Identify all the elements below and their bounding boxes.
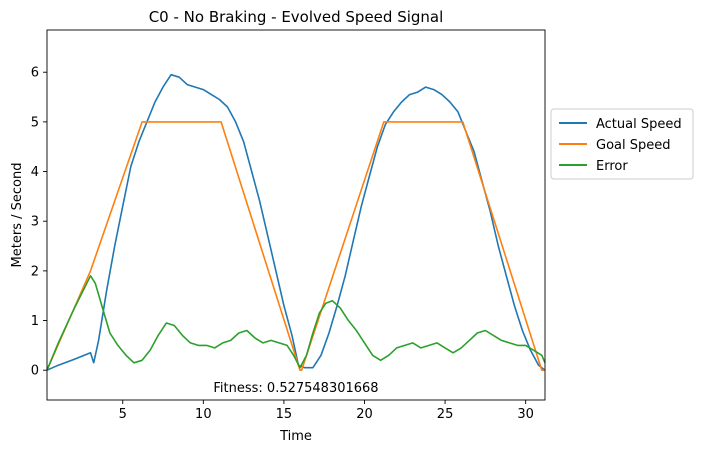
x-tick-label: 5 [119,407,127,422]
y-tick-label: 1 [31,314,39,329]
y-tick-label: 3 [31,215,39,230]
legend-label: Error [596,159,628,174]
x-tick-label: 10 [195,407,212,422]
chart-title: C0 - No Braking - Evolved Speed Signal [149,8,444,26]
legend-label: Goal Speed [596,138,671,153]
legend-label: Actual Speed [596,117,682,132]
series-line-error [46,274,546,371]
y-tick-label: 2 [31,264,39,279]
plot-frame [46,29,546,401]
legend-box [550,108,694,180]
series-line-goal-speed [46,121,545,372]
legend: Actual Speed Goal Speed Error [550,108,694,180]
axes-frame [46,29,546,401]
x-axis-label: Time [279,429,312,444]
x-tick-label: 30 [517,407,534,422]
tick-layer: 5 10 15 20 25 30 0 1 2 3 4 5 6 [31,66,534,422]
y-tick-label: 4 [31,165,39,180]
series-line-actual-speed [46,73,546,371]
x-tick-label: 20 [356,407,373,422]
y-tick-label: 0 [31,364,39,379]
y-axis-label: Meters / Second [10,163,25,268]
y-tick-label: 5 [31,115,39,130]
fitness-annotation: Fitness: 0.527548301668 [213,381,378,396]
x-tick-label: 25 [437,407,454,422]
y-tick-label: 6 [31,66,39,81]
x-tick-label: 15 [276,407,293,422]
series-layer [46,73,546,372]
